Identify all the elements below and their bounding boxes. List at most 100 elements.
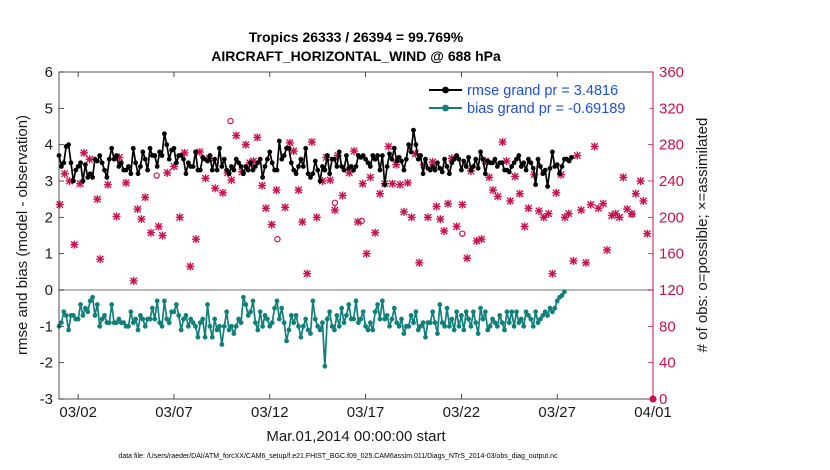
obs-possible-marker (274, 235, 281, 243)
bias-point (456, 323, 462, 329)
rmse-point (528, 160, 534, 166)
bias-point (401, 331, 407, 336)
rmse-point (454, 153, 459, 158)
rmse-point (360, 153, 366, 158)
rmse-point (221, 156, 227, 162)
bias-point (530, 323, 536, 329)
bias-point (430, 309, 436, 315)
rmse-point (458, 167, 464, 173)
bias-point (363, 323, 368, 329)
rmse-point (351, 167, 356, 173)
rmse-point (506, 169, 512, 175)
rmse-point (509, 164, 515, 169)
rmse-point (257, 156, 263, 162)
rmse-point (255, 160, 261, 166)
bias-point (470, 309, 476, 315)
rmse-point (279, 156, 285, 162)
bias-point (451, 327, 457, 333)
obs-assimilated-marker (552, 188, 561, 197)
rmse-point (530, 165, 536, 171)
obs-assimilated-marker (154, 222, 163, 231)
rmse-point (229, 164, 234, 169)
bias-point (303, 316, 309, 322)
bias-point (142, 323, 148, 329)
bias-point (391, 305, 397, 311)
bias-point (87, 298, 93, 304)
rmse-point (111, 156, 117, 162)
rmse-point (114, 153, 119, 158)
obs-assimilated-marker (577, 206, 586, 215)
y-right-tick-label: 200 (659, 209, 684, 226)
rmse-point (70, 178, 76, 184)
obs-assimilated-marker (643, 229, 652, 238)
y-right-tick-label: 120 (659, 282, 684, 299)
bias-point (341, 320, 347, 326)
bias-point (231, 331, 237, 336)
obs-assimilated-marker (569, 256, 578, 265)
obs-assimilated-marker (112, 212, 121, 221)
bias-point (360, 309, 366, 315)
bias-point (399, 316, 404, 322)
bias-point (552, 305, 558, 311)
rmse-point (415, 156, 421, 162)
obs-assimilated-marker (211, 184, 220, 193)
bias-point (432, 320, 438, 326)
obs-assimilated-marker (636, 177, 645, 185)
rmse-point (226, 171, 232, 177)
bias-point (317, 327, 323, 333)
bias-point (147, 316, 153, 322)
bias-point (379, 298, 385, 304)
bias-point (264, 316, 270, 322)
rmse-point (274, 167, 280, 173)
obs-assimilated-marker (122, 178, 131, 187)
rmse-point (418, 153, 424, 158)
bias-point (272, 305, 277, 311)
x-axis: 03/02 03/07 03/12 03/17 03/22 03/27 04/01 (59, 72, 672, 421)
rmse-point (336, 149, 342, 155)
rmse-point (521, 160, 527, 166)
rmse-point (403, 156, 409, 162)
rmse-point (78, 160, 83, 166)
rmse-point (375, 153, 380, 158)
bias-point (367, 320, 373, 326)
bias-point (166, 320, 172, 326)
rmse-point (173, 160, 179, 166)
obs-assimilated-marker (458, 200, 467, 209)
rmse-point (322, 167, 328, 173)
rmse-point (396, 154, 402, 160)
bias-point (85, 309, 91, 315)
rmse-point (413, 142, 419, 148)
rmse-point (178, 153, 184, 158)
bias-point (413, 309, 419, 315)
rmse-point (475, 165, 481, 171)
obs-assimilated-marker (440, 226, 449, 235)
x-tick-label: 03/27 (538, 404, 576, 421)
rmse-point (432, 167, 438, 173)
bias-point (538, 316, 543, 322)
bias-point (90, 294, 95, 300)
bias-point (535, 320, 541, 326)
bias-point (509, 309, 515, 315)
obs-assimilated-marker (375, 189, 384, 198)
bias-point (183, 313, 189, 318)
rmse-point (545, 184, 551, 189)
obs-assimilated-marker (452, 222, 461, 231)
obs-assimilated-marker (524, 204, 533, 213)
rmse-point (554, 162, 560, 168)
rmse-point (250, 167, 256, 173)
rmse-point (482, 171, 488, 177)
bias-point (219, 342, 225, 347)
obs-assimilated-marker (350, 147, 359, 156)
bias-point (159, 323, 165, 329)
obs-assimilated-marker (258, 181, 267, 190)
obs-assimilated-marker (180, 148, 189, 157)
bias-point (121, 320, 127, 326)
obs-assimilated-marker (415, 258, 424, 267)
bias-point (324, 316, 330, 322)
bias-point (276, 316, 282, 322)
bias-point (236, 316, 242, 322)
rmse-point (267, 149, 273, 155)
bias-point (63, 313, 69, 318)
obs-assimilated-marker (96, 255, 105, 264)
obs-assimilated-marker (133, 205, 142, 214)
